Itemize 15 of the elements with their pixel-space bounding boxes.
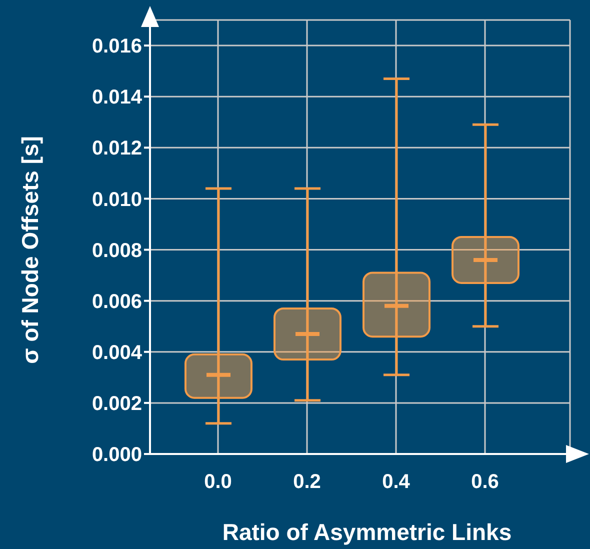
y-tick-label: 0.014: [92, 86, 143, 109]
x-tick-label: 0.2: [293, 471, 321, 494]
x-axis-title: Ratio of Asymmetric Links: [222, 519, 512, 545]
y-axis-title: σ of Node Offsets [s]: [17, 136, 43, 364]
x-tick-label: 0.4: [382, 471, 411, 494]
y-tick-label: 0.010: [92, 188, 142, 211]
y-tick-label: 0.008: [92, 240, 142, 262]
y-tick-label: 0.016: [92, 36, 142, 58]
y-tick-label: 0.000: [92, 444, 142, 466]
y-tick-label: 0.012: [92, 138, 142, 160]
y-tick-label: 0.004: [92, 342, 143, 364]
x-tick-label: 0.0: [204, 471, 232, 494]
x-tick-label: 0.6: [471, 471, 499, 494]
y-tick-label: 0.006: [92, 290, 142, 313]
y-tick-label: 0.002: [92, 393, 142, 416]
